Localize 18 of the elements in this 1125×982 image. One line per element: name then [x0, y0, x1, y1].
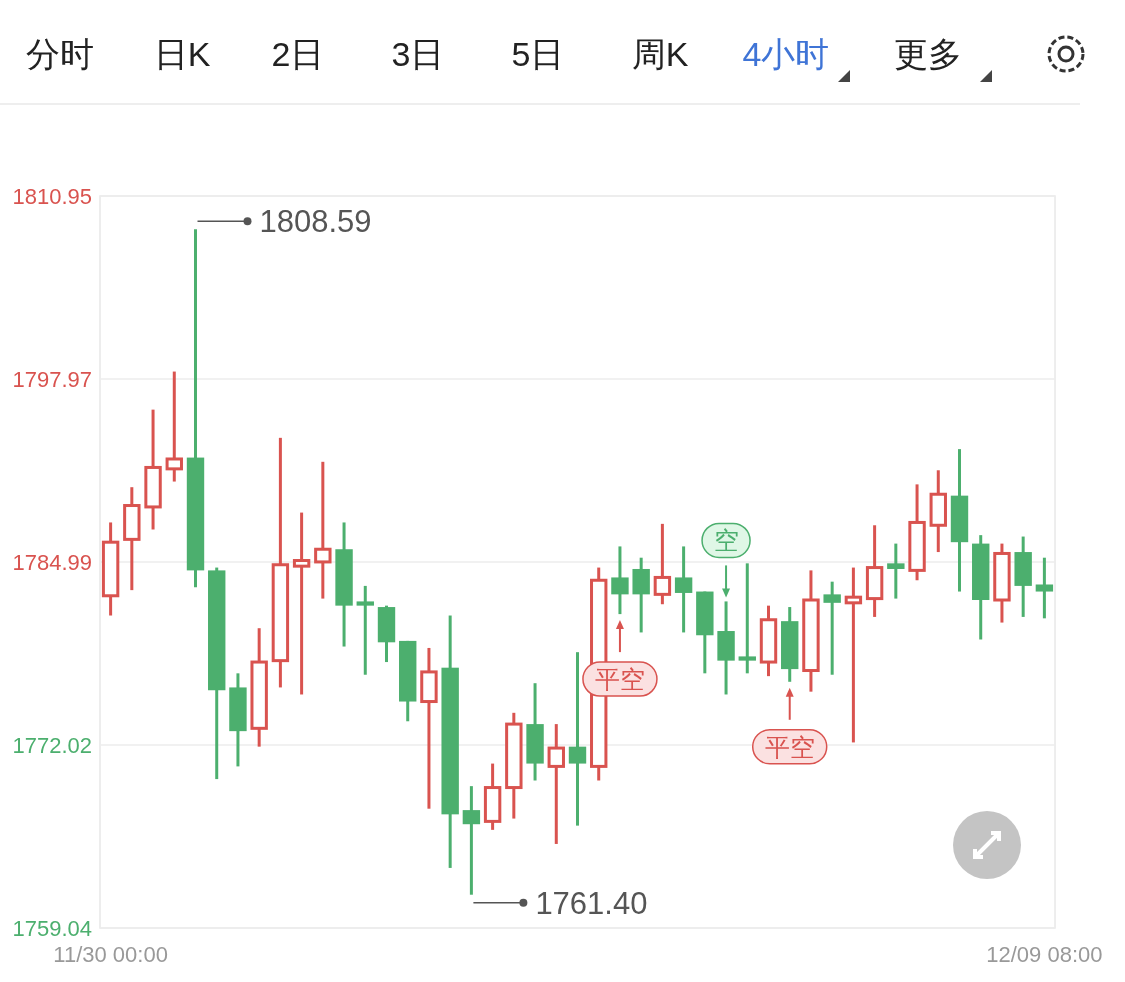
y-tick-label: 1797.97 [12, 367, 92, 393]
annotation: 空 [713, 526, 739, 555]
extreme-label: 1761.40 [472, 885, 648, 921]
signal: 平空 [582, 620, 658, 697]
x-tick-label: 11/30 00:00 [53, 942, 168, 967]
annotation: 1761.40 [535, 885, 648, 921]
y-tick-label: 1772.02 [12, 732, 92, 758]
extreme-label: 1808.59 [196, 204, 372, 240]
annotation: 平空 [764, 732, 815, 761]
y-tick-label: 1759.04 [12, 916, 92, 941]
signal: 空 [701, 522, 751, 598]
annotation: 1808.59 [259, 204, 372, 240]
signal: 平空 [751, 687, 828, 765]
y-tick-label: 1810.95 [12, 184, 92, 209]
tab-bar: 分时 日K 2日 3日 5日 周K 4小时 更多 [0, 35, 1081, 105]
y-tick-label: 1784.99 [12, 550, 92, 576]
annotation: 平空 [594, 665, 645, 694]
x-tick-label: 12/09 08:00 [986, 942, 1103, 967]
